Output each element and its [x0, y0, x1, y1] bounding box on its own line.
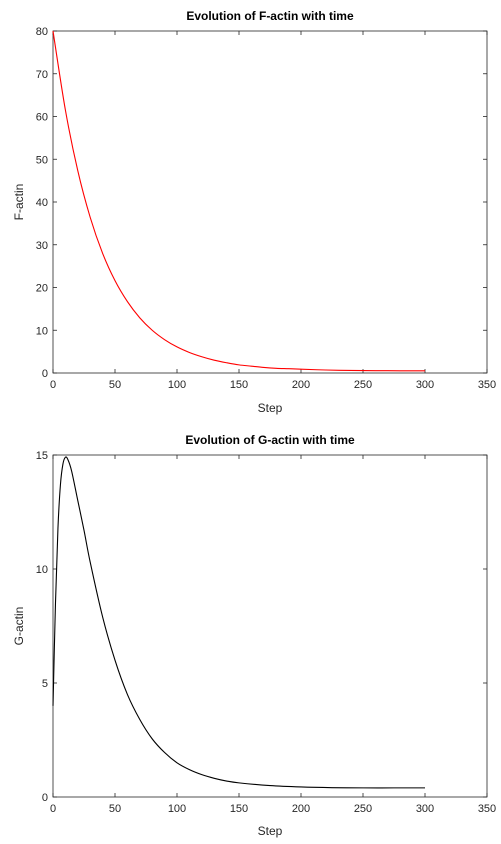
x-tick-label: 150 — [230, 379, 248, 391]
y-ticks: 0 10 20 30 40 50 60 70 80 — [36, 26, 487, 380]
chart-title: Evolution of F-actin with time — [186, 9, 354, 23]
series-group — [52, 30, 426, 372]
x-tick-label: 300 — [416, 803, 434, 815]
y-axis-label: F-actin — [12, 184, 26, 221]
y-tick-label: 70 — [36, 69, 48, 81]
y-tick-label: 40 — [36, 197, 48, 209]
x-tick-label: 100 — [168, 379, 186, 391]
y-tick-label: 5 — [42, 678, 48, 690]
y-tick-label: 20 — [36, 283, 48, 295]
series-line — [52, 30, 426, 372]
x-tick-label: 250 — [354, 379, 372, 391]
x-axis-label: Step — [258, 824, 283, 838]
plot-area — [52, 454, 488, 798]
y-tick-label: 80 — [36, 26, 48, 38]
y-axis-label: G-actin — [12, 607, 26, 646]
y-tick-label: 0 — [42, 368, 48, 380]
x-tick-label: 100 — [168, 803, 186, 815]
x-tick-label: 350 — [478, 379, 496, 391]
x-tick-label: 0 — [50, 803, 56, 815]
chart-title: Evolution of G-actin with time — [185, 433, 355, 447]
y-ticks: 0 5 10 15 — [36, 450, 487, 804]
x-ticks: 0 50 100 150 200 250 300 350 — [50, 31, 496, 391]
y-tick-label: 10 — [36, 564, 48, 576]
y-tick-label: 15 — [36, 450, 48, 462]
x-tick-label: 0 — [50, 379, 56, 391]
x-tick-label: 50 — [109, 379, 121, 391]
y-tick-label: 10 — [36, 325, 48, 337]
x-ticks: 0 50 100 150 200 250 300 350 — [50, 455, 496, 815]
x-axis-label: Step — [258, 401, 283, 415]
series-group — [52, 456, 425, 789]
x-tick-label: 200 — [292, 379, 310, 391]
x-tick-label: 300 — [416, 379, 434, 391]
y-tick-label: 50 — [36, 154, 48, 166]
plot-area — [52, 30, 488, 374]
x-tick-label: 50 — [109, 803, 121, 815]
y-tick-label: 30 — [36, 240, 48, 252]
f-actin-chart: Evolution of F-actin with time Step F-ac… — [12, 9, 496, 415]
x-tick-label: 250 — [354, 803, 372, 815]
x-tick-label: 350 — [478, 803, 496, 815]
x-tick-label: 200 — [292, 803, 310, 815]
x-tick-label: 150 — [230, 803, 248, 815]
y-tick-label: 60 — [36, 112, 48, 124]
y-tick-label: 0 — [42, 792, 48, 804]
series-line — [52, 456, 425, 789]
g-actin-chart: Evolution of G-actin with time Step G-ac… — [12, 433, 496, 838]
